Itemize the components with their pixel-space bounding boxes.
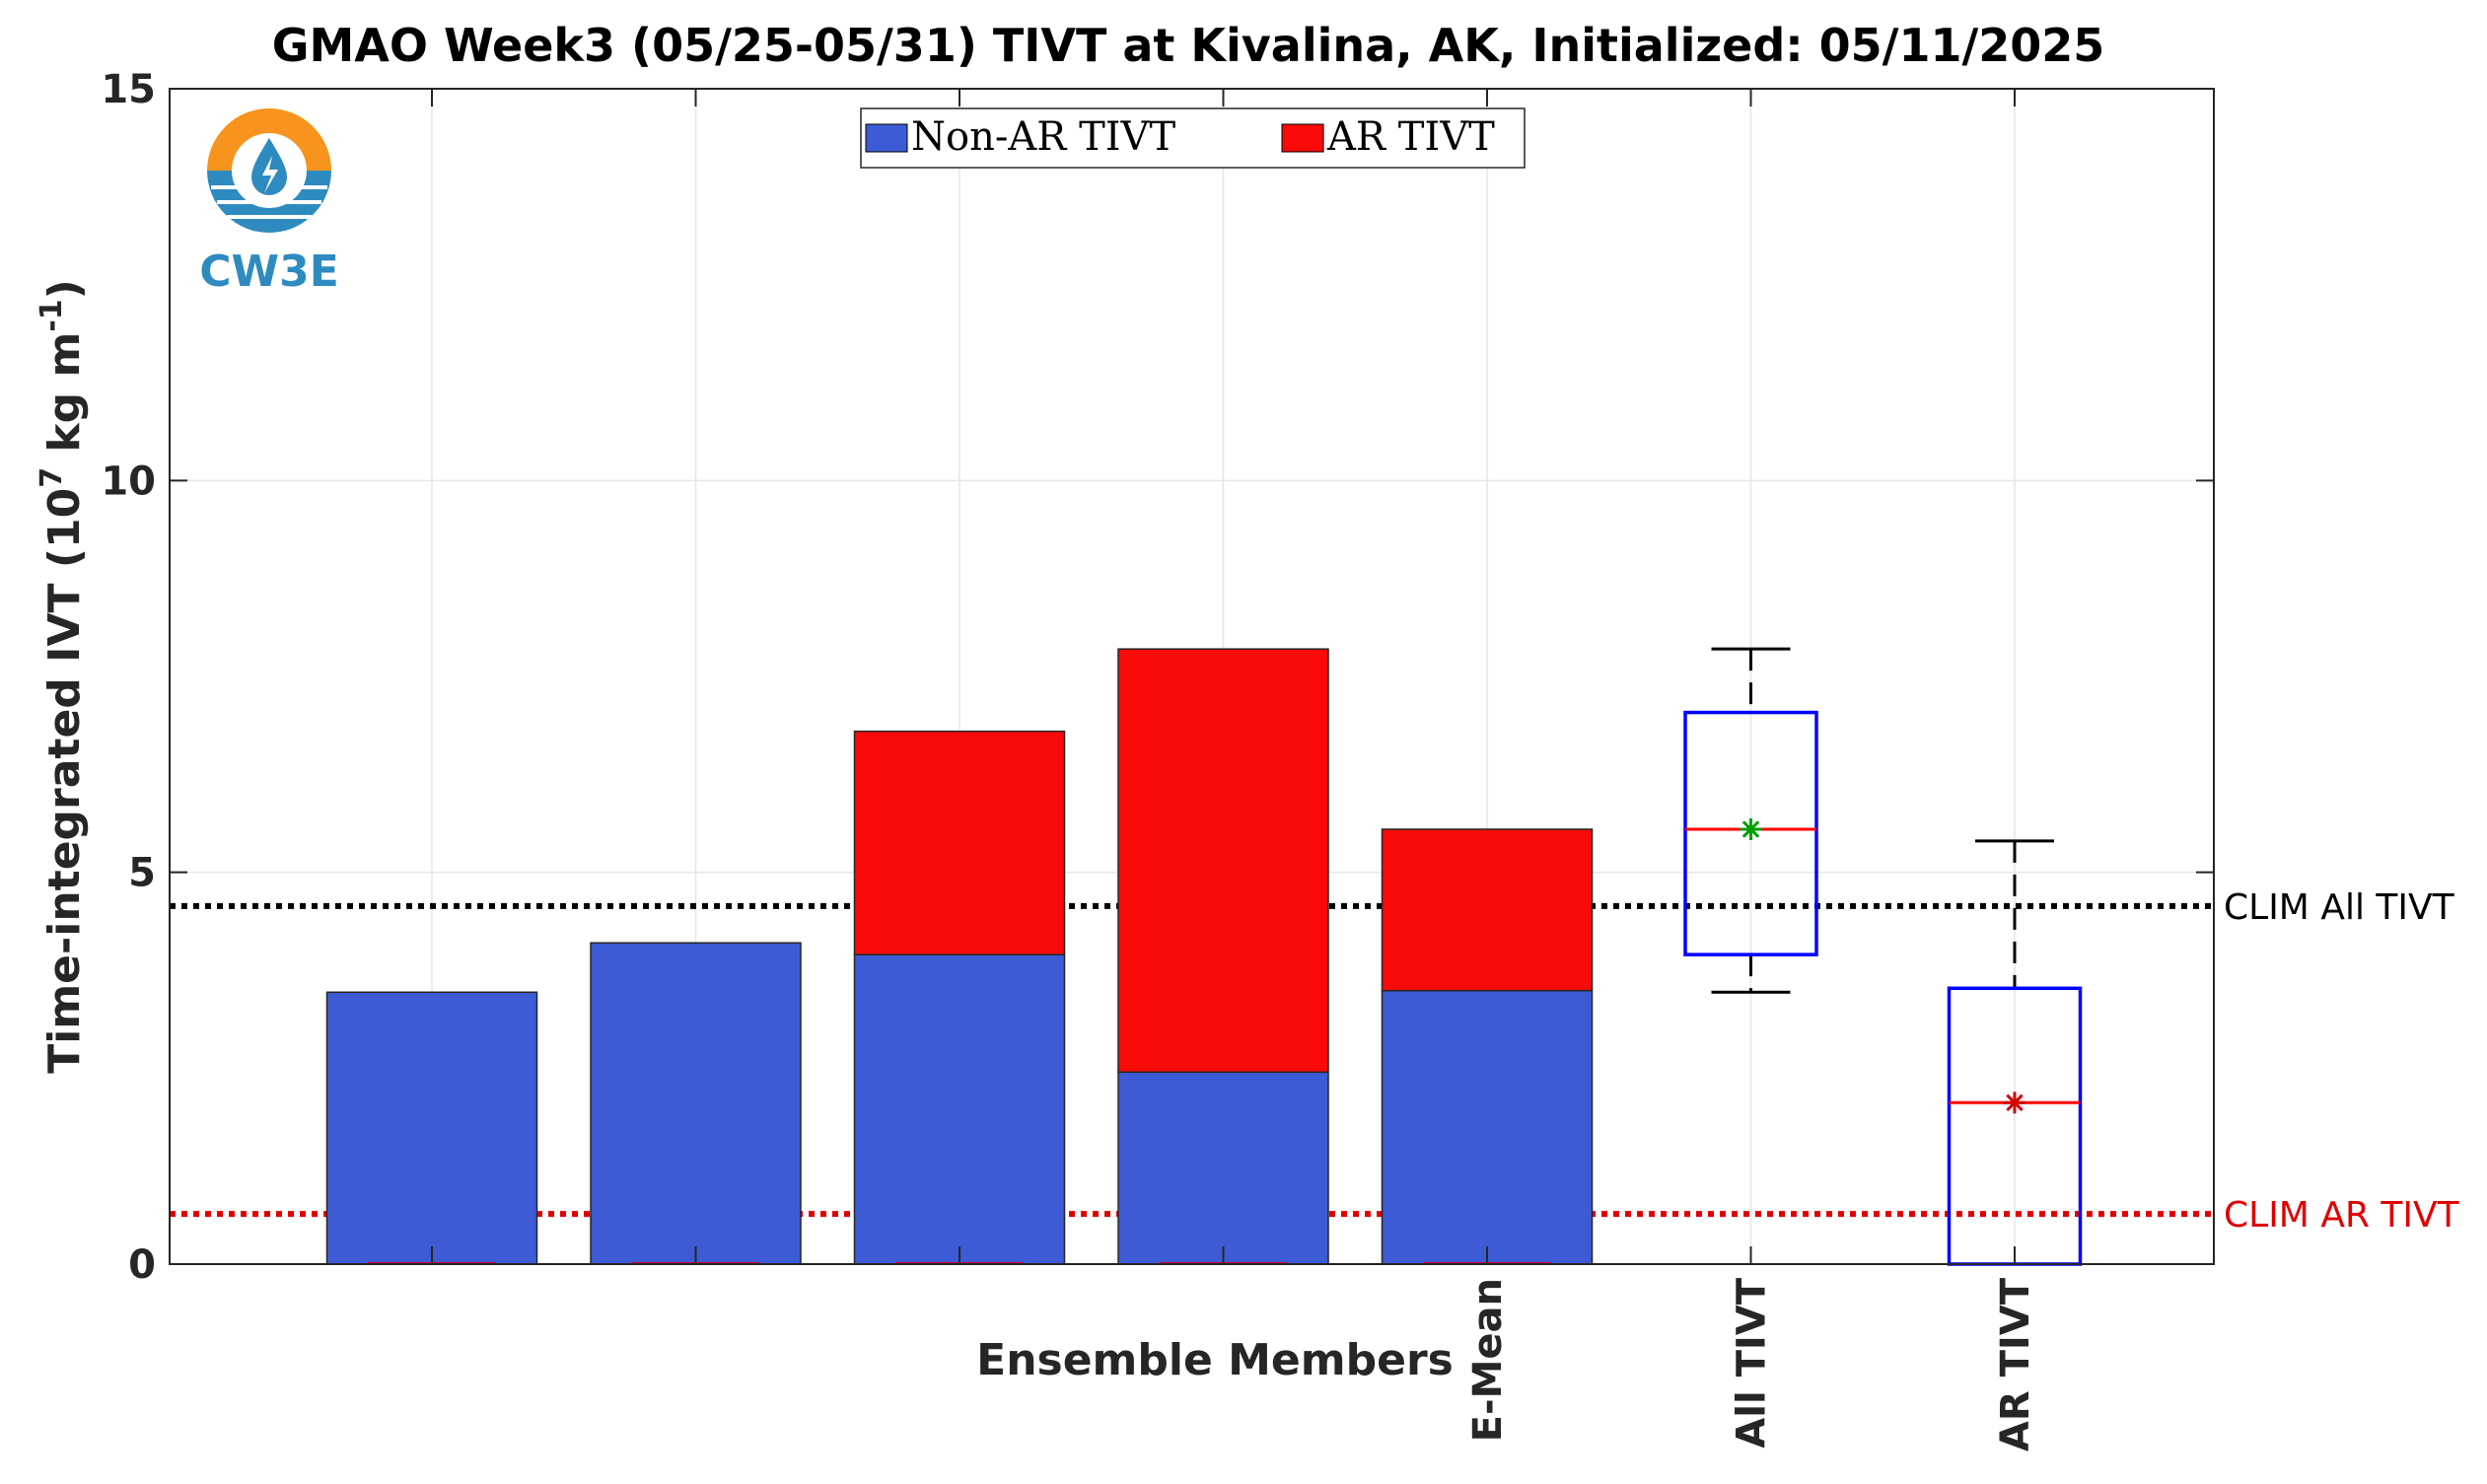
y-ticks: 0 5 10 15 <box>101 67 2214 1288</box>
logo-bolt-icon <box>262 156 278 193</box>
bar-non-ar <box>590 942 802 1265</box>
y-tick-label: 0 <box>128 1242 156 1288</box>
category-label: All TIVT <box>1730 1277 1775 1448</box>
plot-frame <box>169 88 2215 1265</box>
x-axis-label: Ensemble Members <box>976 1335 1454 1385</box>
y-axis-label: Time-integrated IVT (107 kg m-1) <box>35 279 90 1074</box>
legend-label-non-ar: Non-AR TIVT <box>911 114 1175 160</box>
legend-box <box>860 107 1526 169</box>
mean-marker <box>2006 1094 2024 1112</box>
y-tick-label: 5 <box>128 851 156 896</box>
cw3e-logo: CW3E <box>199 108 339 297</box>
y-axis-label-main: Time-integrated IVT (10 <box>39 488 90 1074</box>
category-label: AR TIVT <box>1993 1277 2038 1451</box>
boxplot <box>1947 839 2083 1266</box>
legend-label-ar: AR TIVT <box>1326 114 1495 160</box>
bar-non-ar <box>853 954 1066 1265</box>
reference-line-label: CLIM All TIVT <box>2224 887 2455 928</box>
legend-swatch-ar <box>1281 123 1324 153</box>
y-tick-label: 10 <box>101 459 156 504</box>
mean-marker <box>1741 820 1760 838</box>
bar-ar <box>853 730 1066 955</box>
category-labels: E-Mean All TIVT AR TIVT <box>1465 1277 2038 1451</box>
boxplots <box>1683 647 2083 1266</box>
y-axis-label-mid: kg m <box>39 332 90 467</box>
bar-non-ar <box>1117 1071 1329 1265</box>
bar-non-ar <box>325 991 538 1265</box>
box <box>1683 710 1818 956</box>
bar-non-ar <box>1381 989 1594 1265</box>
y-tick-label: 15 <box>101 67 156 112</box>
logo-text: CW3E <box>199 247 339 297</box>
y-axis-label-exp2: -1 <box>35 299 69 331</box>
reference-line-label: CLIM AR TIVT <box>2224 1195 2460 1236</box>
legend: Non-AR TIVT AR TIVT <box>860 107 1526 169</box>
legend-swatch-non-ar <box>865 123 908 153</box>
bar-ar <box>1381 828 1594 992</box>
boxplot <box>1683 647 1818 994</box>
y-axis-label-end: ) <box>39 279 90 299</box>
chart-title: GMAO Week3 (05/25-05/31) TIVT at Kivalin… <box>272 19 2105 72</box>
y-axis-label-exp: 7 <box>35 467 69 488</box>
category-label: E-Mean <box>1465 1278 1511 1442</box>
bar-ar <box>1117 648 1329 1074</box>
